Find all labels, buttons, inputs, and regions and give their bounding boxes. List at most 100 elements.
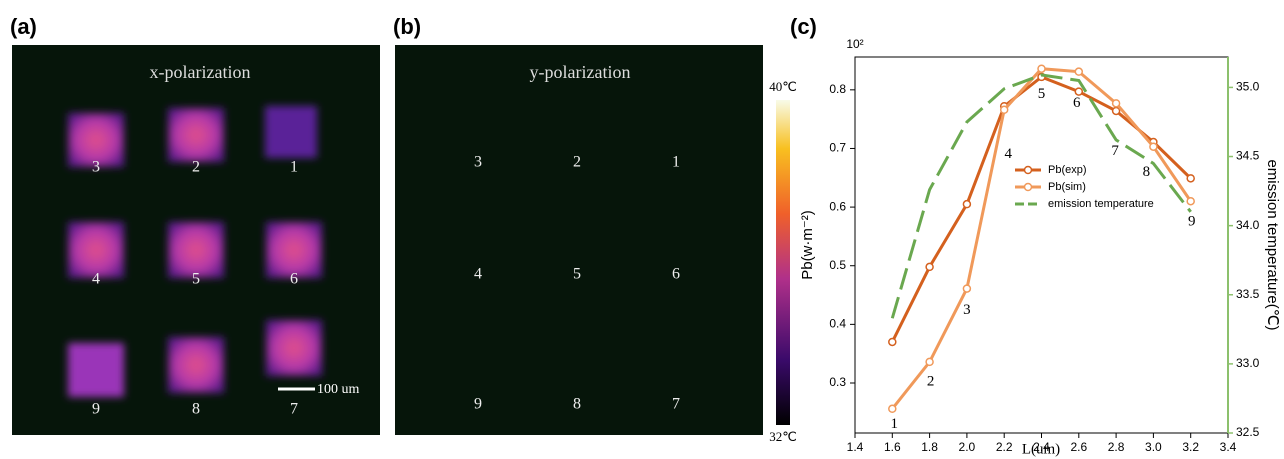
y2-tick-label: 34.5 — [1236, 149, 1260, 163]
spot-number: 4 — [92, 271, 100, 288]
point — [1149, 142, 1158, 151]
y-tick-label: 0.5 — [829, 258, 846, 272]
spot-number: 7 — [672, 396, 680, 413]
x-tick-label: 2.2 — [996, 440, 1013, 454]
spot-number: 8 — [573, 396, 581, 413]
x-tick-label: 2.0 — [959, 440, 976, 454]
spot — [168, 108, 224, 162]
spot-number: 5 — [192, 271, 200, 288]
panel-label: (a) — [10, 14, 37, 39]
y-tick-label: 0.3 — [829, 375, 846, 389]
spot — [68, 343, 124, 397]
x-tick-label: 2.6 — [1070, 440, 1087, 454]
scale-bar-label: 100 um — [317, 382, 360, 397]
point-annotation: 4 — [1004, 146, 1012, 162]
spots — [68, 106, 322, 397]
spot-number: 3 — [474, 154, 482, 171]
y2-tick-label: 35.0 — [1236, 80, 1260, 94]
colorbar-min: 32℃ — [769, 429, 797, 444]
legend-label: Pb(sim) — [1048, 181, 1086, 193]
x-tick-label: 1.6 — [884, 440, 901, 454]
series-line — [891, 67, 1192, 410]
image-title: x-polarization — [150, 62, 251, 82]
spot-number: 1 — [672, 154, 680, 171]
plot: 1.4 1.6 1.8 2.0 2.2 2.4 2.6 2.8 3.0 3.2 3.4 0.3 0.4 0… — [829, 56, 1260, 454]
spot-number: 6 — [672, 266, 680, 283]
point-annotation: 6 — [1073, 95, 1081, 111]
y-tick-label: 0.8 — [829, 82, 846, 96]
point — [1111, 106, 1121, 116]
spot-number: 1 — [290, 159, 298, 176]
y-multiplier: 10² — [846, 37, 863, 51]
point-annotation: 3 — [963, 302, 971, 318]
x-tick-label: 2.8 — [1108, 440, 1125, 454]
spot — [266, 222, 322, 278]
point — [925, 262, 934, 272]
spot — [68, 222, 124, 278]
point — [888, 404, 897, 414]
point — [999, 105, 1009, 115]
spot — [168, 337, 224, 393]
spot-labels: 3 2 1 4 5 6 9 8 7 — [92, 159, 298, 418]
x-tick-label: 3.4 — [1220, 440, 1237, 454]
y-tick-label: 0.7 — [829, 141, 846, 155]
image-title: y-polarization — [530, 62, 631, 82]
legend-label: emission temperature — [1048, 198, 1154, 210]
point-annotation: 1 — [891, 416, 899, 432]
x-tick-label: 1.4 — [847, 440, 864, 454]
legend-label: Pb(exp) — [1048, 164, 1087, 176]
spot-number: 5 — [573, 266, 581, 283]
point-annotation: 2 — [927, 373, 935, 389]
plot-frame — [854, 56, 1229, 434]
spot — [266, 320, 322, 376]
spot-number: 3 — [92, 159, 100, 176]
x-axis-label: L(um) — [1022, 441, 1060, 457]
point-annotation: 7 — [1111, 143, 1119, 159]
spot — [168, 222, 224, 278]
point-annotation: 9 — [1188, 214, 1196, 230]
point — [1037, 64, 1046, 73]
series-line — [890, 73, 1192, 319]
x-tick-label: 3.2 — [1182, 440, 1199, 454]
point — [1186, 174, 1195, 183]
spot-number: 2 — [192, 159, 200, 176]
spot-number: 8 — [192, 401, 200, 418]
point — [1074, 87, 1084, 96]
spot — [68, 113, 124, 167]
point — [1111, 99, 1121, 108]
spot — [265, 106, 317, 158]
panel-label: (b) — [393, 14, 421, 39]
legend-marker — [1023, 182, 1033, 192]
y-tick-label: 0.4 — [829, 317, 846, 331]
image-b — [395, 45, 763, 435]
point — [962, 199, 972, 209]
point — [1074, 67, 1084, 76]
spot-number: 9 — [474, 396, 482, 413]
point — [962, 284, 972, 293]
y-axis-label: Pb(w·m⁻²) — [799, 210, 816, 280]
y2-tick-label: 33.0 — [1236, 356, 1260, 370]
panel-label: (c) — [790, 14, 817, 39]
y-tick-label: 0.6 — [829, 199, 846, 213]
colorbar-max: 40℃ — [769, 79, 797, 94]
spot-number: 6 — [290, 271, 298, 288]
y2-tick-label: 34.0 — [1236, 218, 1260, 232]
x-tick-label: 1.8 — [921, 440, 938, 454]
spot-labels: 3 2 1 4 5 6 9 8 7 — [474, 154, 680, 413]
point — [925, 357, 934, 367]
y2-tick-label: 32.5 — [1236, 425, 1260, 439]
spot-number: 2 — [573, 154, 581, 171]
spot-number: 9 — [92, 401, 100, 418]
point-annotation: 5 — [1038, 86, 1046, 102]
x-tick-label: 2.4 — [1033, 440, 1050, 454]
point-annotation: 8 — [1143, 164, 1151, 180]
point — [888, 337, 897, 347]
point — [1186, 196, 1195, 206]
spot-number: 4 — [474, 266, 482, 283]
legend-marker — [1023, 165, 1033, 175]
y2-axis-label: emission temperature(℃) — [1264, 159, 1281, 330]
x-tick-label: 3.0 — [1145, 440, 1162, 454]
spot-number: 7 — [290, 401, 298, 418]
